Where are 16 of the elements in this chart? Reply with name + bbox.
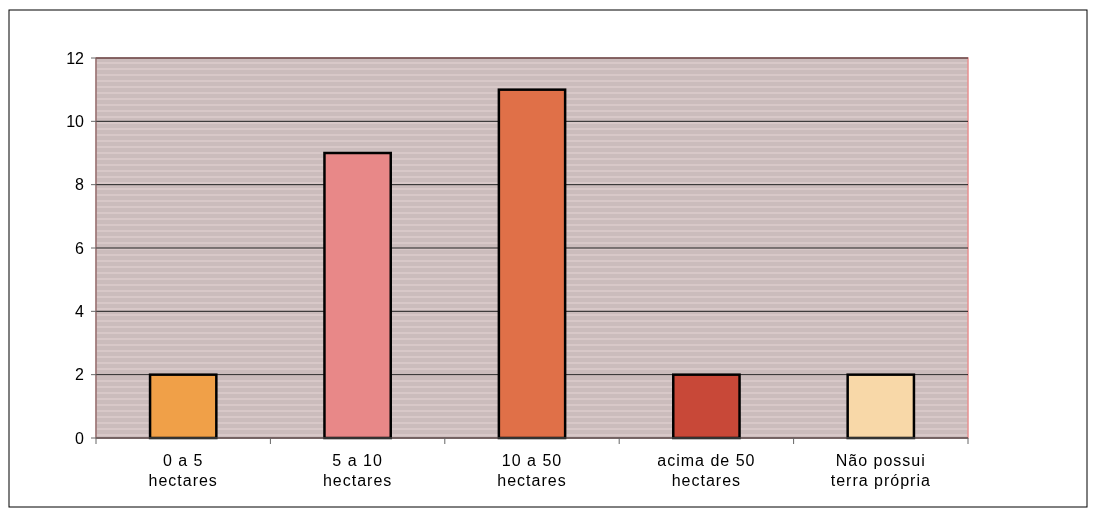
y-tick-label: 10 [66, 112, 85, 130]
x-tick-label: 0 a 5 hectares [148, 452, 218, 489]
y-tick-label: 12 [66, 49, 85, 67]
y-tick-label: 6 [75, 239, 85, 257]
bar [497, 88, 567, 440]
bar [672, 373, 741, 440]
y-tick-label: 4 [75, 302, 85, 320]
x-tick-label: Não possui terra própria [830, 452, 931, 489]
bar [148, 373, 218, 440]
y-tick-label: 2 [75, 366, 85, 384]
bar [846, 373, 916, 440]
y-tick-label: 8 [75, 176, 85, 194]
x-tick-label: 5 a 10 hectares [322, 452, 393, 489]
x-tick-label: acima de 50 hectares [657, 452, 756, 489]
x-tick-label: 10 a 50 hectares [497, 452, 567, 489]
y-tick-label: 0 [75, 429, 85, 447]
